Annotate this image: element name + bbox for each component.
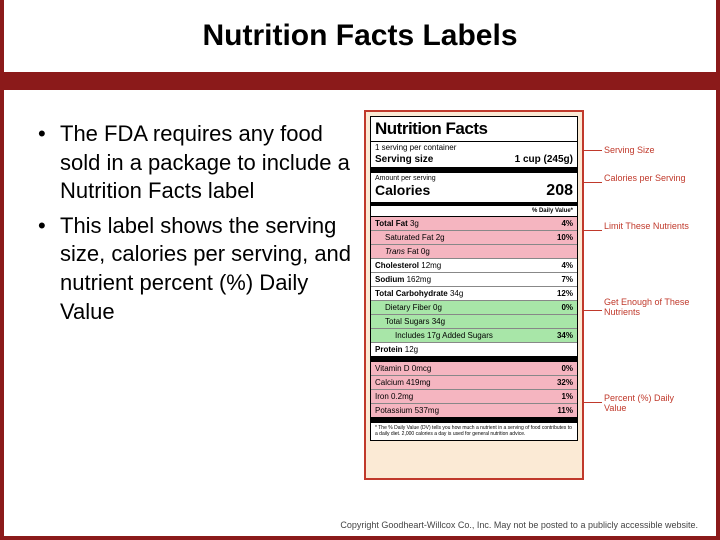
nf-nutrient-name: Includes 17g Added Sugars <box>395 331 493 340</box>
copyright-text: Copyright Goodheart-Willcox Co., Inc. Ma… <box>340 520 698 530</box>
callout-line <box>584 182 602 183</box>
nf-nutrient-name: Total Fat 3g <box>375 219 419 228</box>
nf-nutrient-row: Protein 12g <box>371 343 577 362</box>
nutrition-label-wrap: Nutrition Facts 1 serving per container … <box>364 110 696 506</box>
nf-nutrient-row: Sodium 162mg 7% <box>371 273 577 287</box>
nf-nutrient-row: Total Carbohydrate 34g 12% <box>371 287 577 301</box>
nf-nutrient-pct: 0% <box>561 303 573 312</box>
nf-serving-size-label: Serving size <box>375 154 433 165</box>
nf-calories-label: Calories <box>375 182 430 198</box>
nf-servings-per: 1 serving per container <box>371 142 577 153</box>
bullet-item: This label shows the serving size, calor… <box>36 212 364 326</box>
callout-calories: Calories per Serving <box>604 174 686 184</box>
nf-title: Nutrition Facts <box>371 117 577 142</box>
nf-nutrient-name: Dietary Fiber 0g <box>385 303 442 312</box>
callout-dv: Percent (%) Daily Value <box>604 394 698 414</box>
nf-nutrient-row: Dietary Fiber 0g 0% <box>371 301 577 315</box>
nf-nutrient-pct: 32% <box>557 378 573 387</box>
nf-nutrient-name: Saturated Fat 2g <box>385 233 445 242</box>
slide-title: Nutrition Facts Labels <box>202 19 517 53</box>
nf-nutrient-row: Total Sugars 34g <box>371 315 577 329</box>
nf-nutrient-name: Potassium 537mg <box>375 406 439 415</box>
nf-nutrient-pct: 1% <box>561 392 573 401</box>
nf-nutrient-pct: 12% <box>557 289 573 298</box>
nf-nutrient-pct: 4% <box>561 261 573 270</box>
callout-get-enough: Get Enough of These Nutrients <box>604 298 698 318</box>
nf-nutrient-name: Calcium 419mg <box>375 378 431 387</box>
callout-line <box>584 402 602 403</box>
nf-nutrient-row: Cholesterol 12mg 4% <box>371 259 577 273</box>
nf-nutrient-row: Includes 17g Added Sugars 34% <box>371 329 577 343</box>
nf-nutrient-name: Iron 0.2mg <box>375 392 413 401</box>
bullet-item: The FDA requires any food sold in a pack… <box>36 120 364 206</box>
nf-serving-size-value: 1 cup (245g) <box>515 154 573 165</box>
callout-serving-size: Serving Size <box>604 146 655 156</box>
callout-line <box>584 310 602 311</box>
slide-frame: Nutrition Facts Labels The FDA requires … <box>0 0 720 540</box>
callout-line <box>584 150 602 151</box>
nf-nutrient-pct: 7% <box>561 275 573 284</box>
nf-nutrient-name: Protein 12g <box>375 345 418 354</box>
title-area: Nutrition Facts Labels <box>4 0 716 72</box>
nf-nutrient-pct: 10% <box>557 233 573 242</box>
nf-nutrient-row: Potassium 537mg 11% <box>371 404 577 423</box>
nf-nutrient-row: Calcium 419mg 32% <box>371 376 577 390</box>
callout-line <box>584 230 602 231</box>
nf-serving-size: Serving size 1 cup (245g) <box>371 153 577 173</box>
nf-nutrient-name: Sodium 162mg <box>375 275 431 284</box>
nutrition-label-image: Nutrition Facts 1 serving per container … <box>364 110 584 480</box>
nf-nutrient-row: Iron 0.2mg 1% <box>371 390 577 404</box>
nf-nutrient-pct: 34% <box>557 331 573 340</box>
nf-nutrient-row: Total Fat 3g 4% <box>371 217 577 231</box>
nf-nutrient-row: Vitamin D 0mcg 0% <box>371 362 577 376</box>
callout-limit: Limit These Nutrients <box>604 222 689 232</box>
bullet-list: The FDA requires any food sold in a pack… <box>24 110 364 506</box>
nf-calories: Calories 208 <box>371 182 577 206</box>
nf-nutrient-name: Total Sugars 34g <box>385 317 445 326</box>
nf-calories-value: 208 <box>546 182 573 200</box>
nf-nutrient-name: Total Carbohydrate 34g <box>375 289 463 298</box>
nf-nutrient-pct: 0% <box>561 364 573 373</box>
nutrition-facts-label: Nutrition Facts 1 serving per container … <box>370 116 578 441</box>
nf-nutrient-rows: Total Fat 3g 4% Saturated Fat 2g 10% Trans F… <box>371 217 577 423</box>
nf-nutrient-pct: 4% <box>561 219 573 228</box>
nf-nutrient-pct: 11% <box>557 406 573 415</box>
nf-dv-header: % Daily Value* <box>371 206 577 217</box>
nf-nutrient-name: Cholesterol 12mg <box>375 261 441 270</box>
nf-footnote: * The % Daily Value (DV) tells you how m… <box>371 423 577 440</box>
nf-nutrient-row: Trans Fat 0g <box>371 245 577 259</box>
nf-amount-per: Amount per serving <box>371 173 577 182</box>
nf-nutrient-row: Saturated Fat 2g 10% <box>371 231 577 245</box>
content-area: The FDA requires any food sold in a pack… <box>24 110 696 506</box>
nf-nutrient-name: Vitamin D 0mcg <box>375 364 431 373</box>
nf-nutrient-name: Trans Fat 0g <box>385 247 430 256</box>
header-bar: Nutrition Facts Labels <box>4 0 716 90</box>
